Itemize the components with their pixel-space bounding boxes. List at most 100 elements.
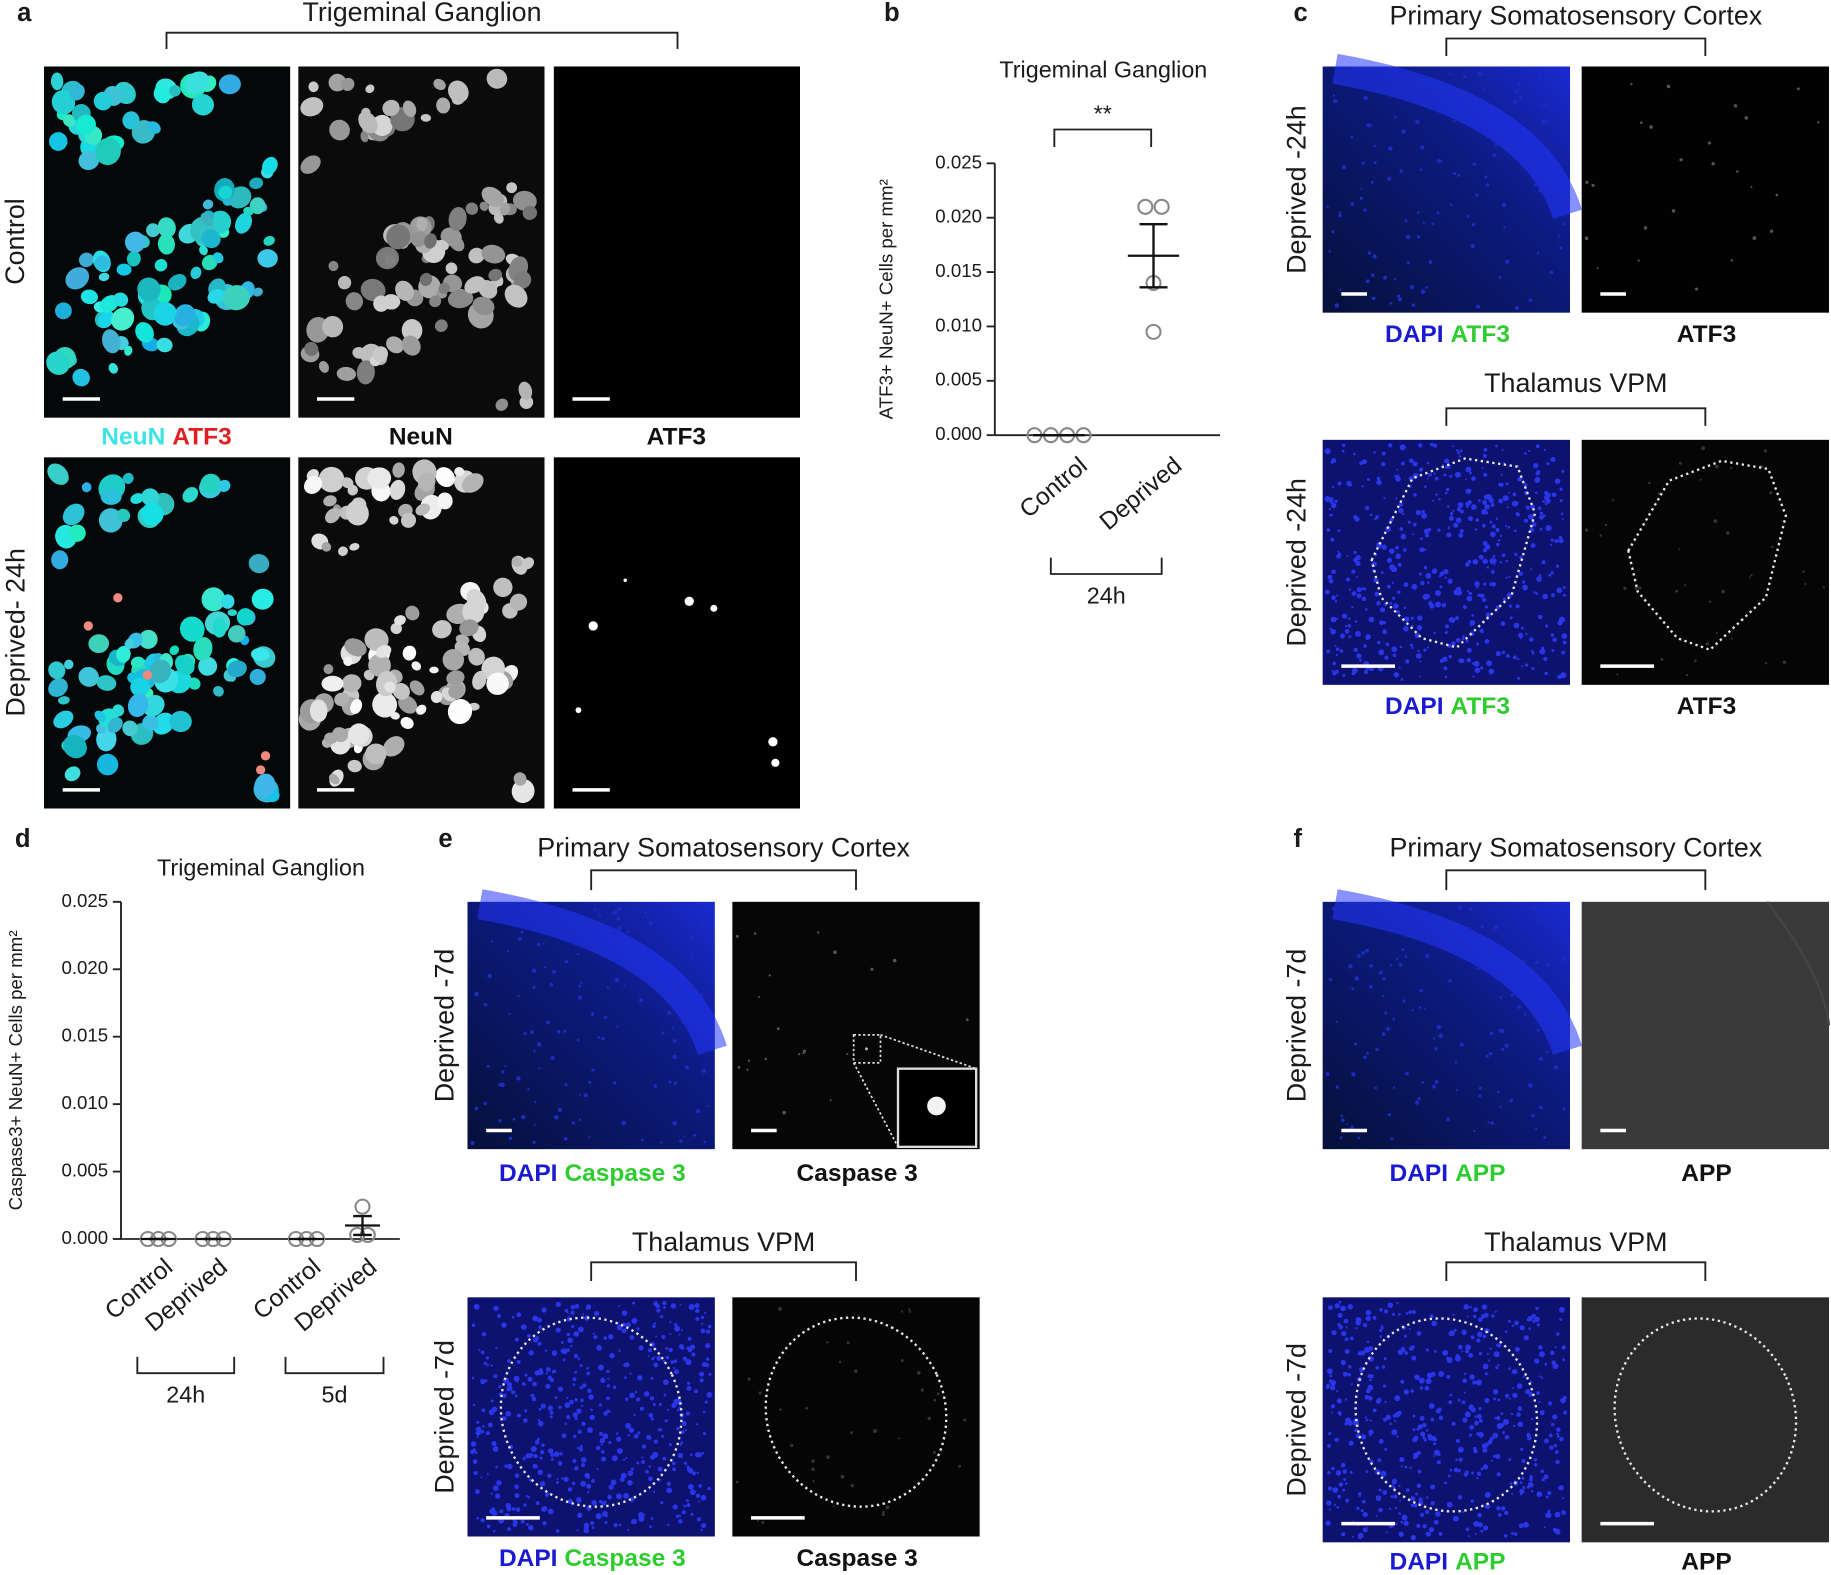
speck bbox=[603, 1511, 606, 1514]
speck bbox=[606, 1396, 610, 1401]
speck bbox=[1337, 1312, 1343, 1318]
speck bbox=[1480, 924, 1484, 929]
speck bbox=[601, 1036, 605, 1041]
speck bbox=[1337, 550, 1340, 553]
speck bbox=[1353, 452, 1356, 456]
speck bbox=[1416, 1331, 1422, 1336]
caption-word: DAPI bbox=[499, 1545, 558, 1572]
speck bbox=[1341, 449, 1345, 453]
speck bbox=[508, 1136, 513, 1141]
speck bbox=[1359, 658, 1362, 662]
speck bbox=[1457, 502, 1464, 508]
y-tick-label: 0.000 bbox=[61, 1227, 108, 1248]
speck bbox=[631, 1317, 638, 1324]
speck bbox=[648, 1436, 652, 1440]
cell bbox=[454, 467, 465, 477]
speck bbox=[645, 1469, 649, 1474]
speck bbox=[1538, 1345, 1543, 1350]
speck bbox=[597, 925, 601, 929]
cell bbox=[107, 717, 123, 733]
speck bbox=[1398, 1312, 1401, 1316]
speck bbox=[1345, 1326, 1348, 1329]
speck bbox=[1393, 1494, 1398, 1499]
speck bbox=[1529, 1474, 1533, 1479]
speck bbox=[1351, 1535, 1354, 1538]
speck bbox=[1532, 1319, 1536, 1323]
speck bbox=[1341, 613, 1348, 619]
cell bbox=[78, 666, 99, 687]
speck bbox=[1371, 296, 1376, 301]
cell bbox=[76, 114, 96, 135]
speck bbox=[532, 1337, 539, 1343]
chart-title: Trigeminal Ganglion bbox=[157, 854, 365, 880]
speck bbox=[532, 985, 536, 989]
speck bbox=[1471, 223, 1476, 227]
speck bbox=[672, 1504, 678, 1510]
speck bbox=[592, 1332, 595, 1335]
y-tick-label: 0.025 bbox=[935, 151, 982, 172]
speck bbox=[857, 1314, 860, 1317]
speck bbox=[1675, 589, 1679, 593]
speck bbox=[1418, 1377, 1425, 1384]
speck bbox=[1379, 1335, 1383, 1338]
speck bbox=[1504, 1043, 1509, 1048]
speck bbox=[1554, 1450, 1559, 1454]
speck bbox=[602, 1433, 609, 1440]
speck bbox=[579, 1093, 582, 1096]
speck bbox=[1744, 116, 1749, 120]
cell bbox=[222, 285, 251, 311]
speck bbox=[1419, 909, 1423, 913]
speck bbox=[550, 1452, 555, 1458]
speck bbox=[1514, 89, 1518, 94]
speck bbox=[607, 1410, 611, 1413]
speck bbox=[1461, 1329, 1467, 1335]
speck bbox=[623, 983, 626, 986]
caption-word: NeuN bbox=[389, 424, 453, 451]
speck bbox=[1476, 586, 1479, 589]
speck bbox=[514, 1493, 520, 1499]
speck bbox=[1536, 1323, 1541, 1327]
speck bbox=[1804, 582, 1807, 585]
speck bbox=[593, 1335, 598, 1340]
speck bbox=[1771, 545, 1774, 549]
speck bbox=[1380, 571, 1384, 575]
speck bbox=[1528, 1083, 1533, 1088]
speck bbox=[601, 1450, 605, 1454]
speck bbox=[1429, 603, 1435, 609]
speck bbox=[1418, 1005, 1422, 1009]
speck bbox=[1433, 1350, 1437, 1353]
section-title: Thalamus VPM bbox=[1484, 368, 1667, 398]
speck bbox=[606, 1369, 610, 1374]
caption: DAPI ATF3 bbox=[1385, 694, 1510, 721]
speck bbox=[684, 1428, 687, 1432]
speck bbox=[1563, 906, 1567, 910]
speck bbox=[673, 1359, 678, 1363]
speck bbox=[1387, 911, 1393, 916]
cell bbox=[169, 645, 180, 656]
speck bbox=[758, 995, 761, 998]
speck bbox=[581, 1404, 584, 1408]
speck bbox=[627, 1528, 630, 1531]
speck bbox=[1394, 1506, 1397, 1510]
speck bbox=[547, 1473, 552, 1479]
speck bbox=[1387, 176, 1392, 181]
speck bbox=[1542, 499, 1546, 503]
speck bbox=[483, 1361, 487, 1365]
speck bbox=[1538, 1401, 1541, 1404]
speck bbox=[1473, 1449, 1478, 1454]
speck bbox=[580, 936, 584, 940]
speck bbox=[1428, 472, 1432, 477]
speck bbox=[1468, 1404, 1474, 1410]
cell bbox=[300, 155, 321, 174]
speck bbox=[1361, 459, 1367, 465]
caption-word: ATF3 bbox=[647, 424, 706, 451]
speck bbox=[683, 1504, 687, 1508]
speck bbox=[1414, 632, 1421, 639]
speck bbox=[1489, 1031, 1494, 1036]
speck bbox=[516, 1076, 521, 1081]
speck bbox=[1520, 626, 1524, 630]
speck bbox=[1540, 119, 1546, 125]
speck bbox=[1400, 533, 1407, 540]
cell bbox=[445, 262, 458, 275]
speck bbox=[756, 1519, 760, 1523]
